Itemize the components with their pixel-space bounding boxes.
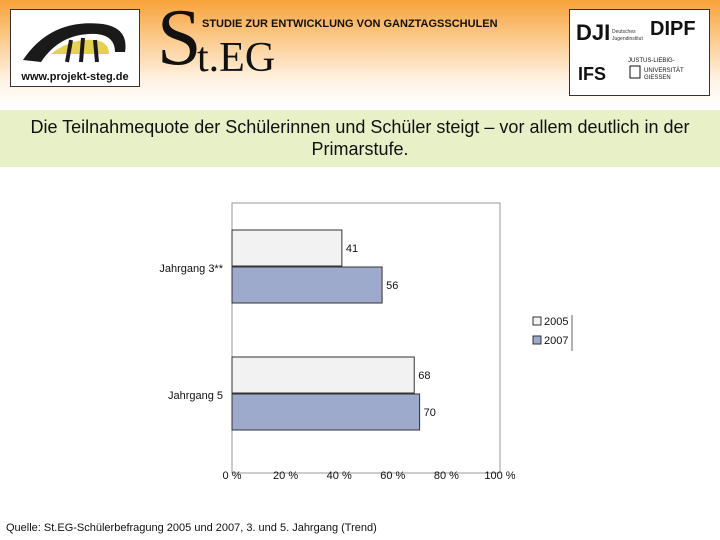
legend-label-2007: 2007 bbox=[544, 335, 568, 347]
dji-logo: DJI bbox=[576, 20, 610, 45]
category-label: Jahrgang 3** bbox=[159, 263, 223, 275]
x-tick-label: 100 % bbox=[484, 470, 515, 482]
slide-title: Die Teilnahmequote der Schülerinnen und … bbox=[30, 117, 690, 159]
logo-url[interactable]: www.projekt-steg.de bbox=[21, 71, 129, 83]
bar-1-2005 bbox=[231, 229, 343, 267]
x-tick-label: 20 % bbox=[273, 470, 298, 482]
tunnel-logo-icon bbox=[23, 23, 126, 63]
ifs-logo: IFS bbox=[578, 64, 606, 84]
uni-name-2: UNIVERSITÄT bbox=[644, 67, 684, 74]
chart-legend: 2005 2007 bbox=[532, 315, 573, 351]
header-banner: www.projekt-steg.de S t.EG STUDIE ZUR EN… bbox=[0, 0, 720, 108]
steg-wordmark-rest: t.EG bbox=[197, 35, 276, 81]
x-tick-label: 40 % bbox=[327, 470, 352, 482]
bar-value-label: 70 bbox=[424, 407, 436, 419]
uni-name-1: JUSTUS-LIEBIG- bbox=[628, 58, 675, 64]
uni-crest-icon bbox=[629, 65, 641, 79]
partner-logos: DJI Deutsches Jugendinstitut DIPF IFS JU… bbox=[569, 9, 710, 96]
bar-chart: 41 56 Jahrgang 3** 68 70 Jahrgang 5 0 % 20 % 40… bbox=[159, 202, 573, 482]
legend-label-2005: 2005 bbox=[544, 316, 568, 328]
steg-wordmark-s: S bbox=[157, 0, 202, 82]
x-tick-label: 60 % bbox=[380, 470, 405, 482]
uni-name-3: GIESSEN bbox=[644, 75, 671, 81]
legend-swatch-2007 bbox=[532, 335, 542, 345]
partner-logo-icons: DJI Deutsches Jugendinstitut DIPF IFS JU… bbox=[576, 18, 696, 84]
steg-subtitle: STUDIE ZUR ENTWICKLUNG VON GANZTAGSSCHUL… bbox=[202, 18, 498, 30]
bar-2-2007 bbox=[231, 393, 421, 431]
legend-swatch-2005 bbox=[532, 316, 542, 326]
title-bar: Die Teilnahmequote der Schülerinnen und … bbox=[0, 110, 720, 167]
steg-logo[interactable]: www.projekt-steg.de bbox=[10, 9, 140, 87]
bar-value-label: 68 bbox=[418, 370, 430, 382]
source-note: Quelle: St.EG-Schülerbefragung 2005 und … bbox=[6, 522, 377, 534]
bar-1-2007 bbox=[231, 266, 383, 304]
bar-2-2005 bbox=[231, 356, 415, 394]
dji-subtext-1: Deutsches bbox=[612, 29, 636, 35]
dipf-logo: DIPF bbox=[650, 18, 696, 40]
dji-subtext-2: Jugendinstitut bbox=[612, 36, 643, 42]
bar-value-label: 56 bbox=[386, 280, 398, 292]
bar-value-label: 41 bbox=[346, 243, 358, 255]
x-tick-label: 80 % bbox=[434, 470, 459, 482]
category-label: Jahrgang 5 bbox=[168, 390, 223, 402]
x-tick-label: 0 % bbox=[223, 470, 242, 482]
